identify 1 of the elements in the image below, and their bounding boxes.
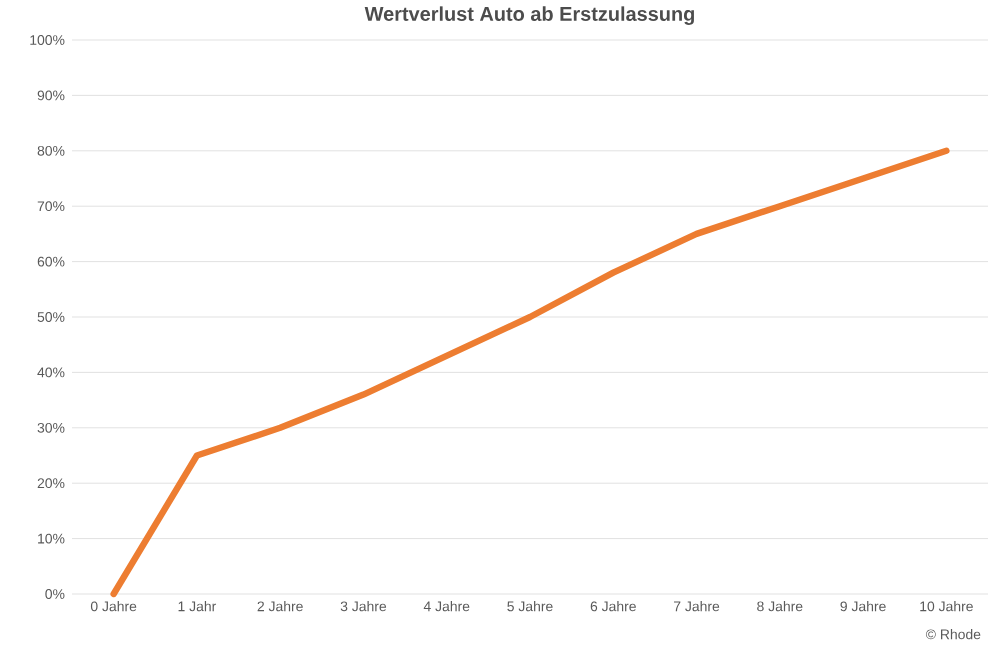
chart-title: Wertverlust Auto ab Erstzulassung: [364, 6, 694, 25]
